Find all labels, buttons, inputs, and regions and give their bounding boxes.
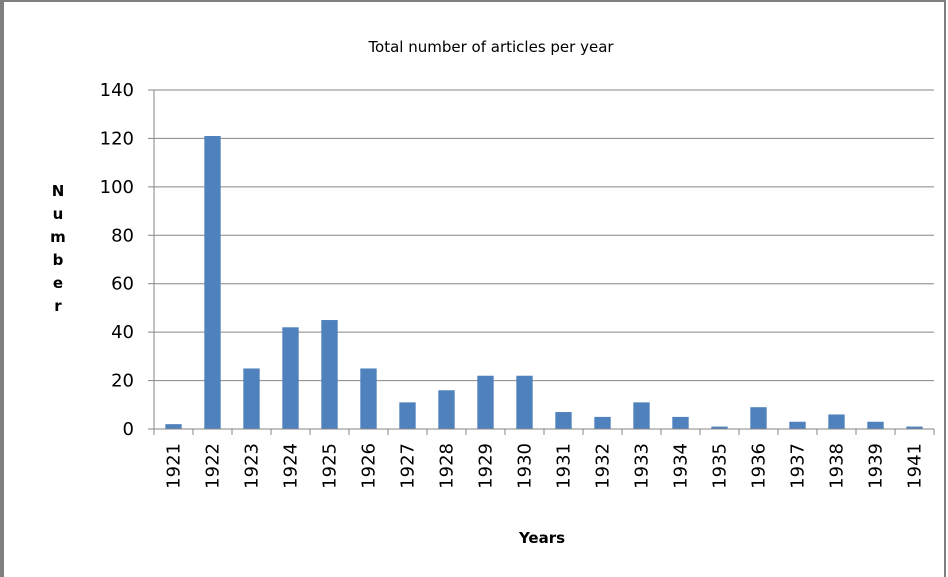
y-tick-label: 80 [111, 225, 134, 246]
y-tick-label: 40 [111, 322, 134, 343]
x-tick-label: 1932 [593, 443, 614, 489]
x-tick-label: 1927 [398, 443, 419, 489]
y-axis-ticks: 0 20 40 60 80 100 120 140 [100, 80, 154, 440]
y-tick-label: 120 [100, 128, 134, 149]
bar-1933 [633, 402, 650, 429]
y-axis-label-letter: N [52, 182, 65, 200]
x-tick-label: 1935 [710, 443, 731, 489]
bar-1923 [243, 368, 260, 429]
bar-1941 [906, 426, 923, 429]
bar-1929 [477, 375, 494, 429]
x-tick-label: 1934 [671, 443, 692, 489]
chart-title: Total number of articles per year [367, 38, 614, 56]
x-tick-label: 1922 [203, 443, 224, 489]
x-tick-label: 1938 [827, 443, 848, 489]
bar-1921 [165, 424, 182, 429]
y-tick-label: 60 [111, 274, 134, 295]
x-axis-label: Years [518, 529, 565, 547]
x-tick-label: 1923 [242, 443, 263, 489]
y-tick-label: 20 [111, 371, 134, 392]
y-tick-label: 100 [100, 177, 134, 198]
x-tick-label: 1933 [632, 443, 653, 489]
x-tick-label: 1925 [320, 443, 341, 489]
y-axis-label-letter: r [54, 297, 62, 315]
x-tick-label: 1929 [476, 443, 497, 489]
gridlines [154, 89, 934, 382]
bar-1927 [399, 402, 416, 429]
axes [153, 90, 934, 430]
x-tick-label: 1937 [788, 443, 809, 489]
x-tick-label: 1924 [281, 443, 302, 489]
x-tick-label: 1931 [554, 443, 575, 489]
bar-1932 [594, 416, 611, 429]
bar-1935 [711, 426, 728, 429]
bar-1930 [516, 375, 533, 429]
bars [165, 136, 923, 429]
x-tick-label: 1939 [866, 443, 887, 489]
x-tick-label: 1941 [905, 443, 926, 489]
x-tick-label: 1930 [515, 443, 536, 489]
y-axis-label-letter: e [53, 274, 63, 292]
x-tick-label: 1921 [164, 443, 185, 489]
bar-1931 [555, 412, 572, 429]
y-axis-label-letter: u [53, 205, 64, 223]
y-tick-label: 0 [123, 419, 134, 440]
bar-1922 [204, 136, 221, 429]
bar-1936 [750, 407, 767, 429]
bar-1926 [360, 368, 377, 429]
bar-1924 [282, 327, 299, 429]
x-tick-label: 1926 [359, 443, 380, 489]
bar-1928 [438, 390, 455, 429]
y-tick-label: 140 [100, 80, 134, 101]
bar-1937 [789, 421, 806, 429]
x-tick-label: 1936 [749, 443, 770, 489]
bar-1934 [672, 416, 689, 429]
bar-1938 [828, 414, 845, 429]
bar-1939 [867, 421, 884, 429]
y-axis-label-letter: m [50, 228, 66, 246]
x-axis-ticks: 1921 1922 1923 1924 1925 1926 1927 1928 1929 1930… [153, 429, 935, 489]
x-tick-label: 1928 [437, 443, 458, 489]
y-axis-label-letter: b [53, 251, 64, 269]
bar-1925 [321, 320, 338, 429]
